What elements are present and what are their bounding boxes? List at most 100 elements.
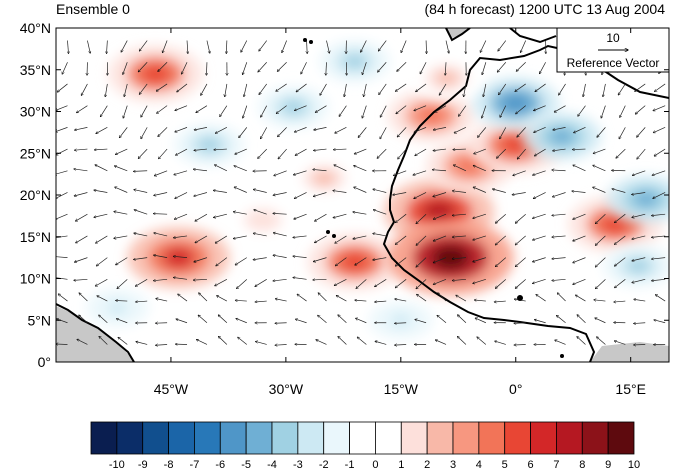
wind-vector: [74, 257, 88, 263]
wind-vector: [632, 257, 646, 261]
wind-vector: [483, 83, 487, 97]
anomaly-field: [85, 39, 669, 340]
wind-vector: [74, 169, 88, 172]
wind-vector: [653, 105, 666, 111]
anomaly-blob: [85, 288, 150, 327]
anomaly-blob: [173, 123, 245, 167]
wind-vector: [315, 105, 327, 113]
wind-vector: [276, 105, 287, 114]
wind-vector: [74, 149, 88, 150]
wind-vector: [494, 301, 506, 302]
wind-vector: [516, 61, 526, 71]
colorbar-label: -2: [319, 459, 329, 471]
wind-vector: [314, 127, 327, 130]
lat-tick-label: 35°N: [20, 62, 51, 78]
wind-vector: [94, 213, 108, 217]
wind-vector: [114, 212, 128, 215]
colorbar-swatch: [194, 421, 221, 455]
wind-vector: [433, 213, 447, 219]
wind-vector: [652, 170, 666, 176]
wind-vector: [495, 257, 507, 267]
lat-tick-label: 40°N: [20, 20, 51, 36]
wind-vector: [114, 235, 128, 238]
wind-vector: [632, 170, 646, 176]
wind-vector: [500, 127, 507, 138]
wind-vector: [458, 105, 467, 117]
wind-vector: [244, 83, 248, 97]
wind-vector: [255, 279, 267, 286]
wind-vector: [635, 83, 646, 92]
wind-vector: [206, 62, 207, 75]
wind-vector: [619, 127, 626, 138]
wind-vector: [395, 323, 407, 324]
wind-vector: [133, 171, 148, 172]
wind-vector: [253, 257, 267, 260]
wind-vector: [652, 278, 666, 280]
wind-vector: [594, 300, 606, 301]
wind-vector: [435, 105, 447, 113]
colorbar-swatch: [426, 421, 454, 455]
wind-vector: [632, 235, 646, 239]
wind-vector: [273, 278, 287, 281]
wind-vector: [514, 323, 526, 324]
wind-vector: [162, 40, 168, 53]
wind-vector: [495, 213, 507, 223]
wind-vector: [275, 323, 287, 324]
wind-vector: [552, 214, 566, 215]
wind-vector: [515, 235, 526, 245]
wind-vector: [654, 148, 666, 156]
wind-vector: [380, 105, 387, 118]
wind-vector: [377, 148, 387, 158]
wind-vector: [634, 299, 646, 302]
wind-vector: [533, 213, 546, 218]
wind-vector: [652, 235, 666, 237]
wind-vector: [535, 83, 546, 92]
wind-vector: [243, 62, 248, 74]
wind-vector: [238, 337, 248, 345]
wind-vector: [475, 318, 487, 324]
wind-vector: [215, 127, 228, 133]
wind-vector: [99, 315, 108, 324]
anomaly-blob: [127, 226, 230, 289]
wind-vector: [141, 105, 148, 117]
wind-vector: [335, 257, 347, 266]
wind-vector: [615, 235, 626, 244]
wind-vector: [482, 105, 487, 118]
wind-vector: [416, 279, 427, 288]
wind-vector: [333, 149, 347, 150]
wind-vector: [297, 294, 307, 302]
wind-vector: [273, 213, 287, 214]
wind-vector: [95, 165, 108, 172]
wind-vector: [134, 190, 148, 193]
wind-vector: [293, 170, 307, 175]
wind-vector: [378, 40, 387, 51]
lon-tick-label: 15°W: [384, 381, 419, 397]
wind-vector: [175, 105, 188, 111]
wind-vector: [354, 148, 367, 154]
wind-vector: [338, 336, 347, 345]
wind-vector: [473, 235, 486, 240]
colorbar-swatch: [142, 421, 169, 455]
wind-vector: [595, 318, 606, 324]
wind-vector: [433, 257, 447, 263]
wind-vector: [497, 148, 507, 158]
wind-vector: [499, 83, 507, 95]
land-africa-south: [590, 342, 669, 362]
land-europe: [446, 28, 470, 38]
wind-vector: [415, 319, 427, 324]
island-markers: [303, 38, 564, 358]
wind-vector: [533, 257, 546, 262]
wind-vector: [533, 170, 546, 175]
wind-vector: [96, 235, 108, 243]
wind-vector: [56, 192, 68, 198]
wind-vector: [114, 166, 128, 172]
wind-vector: [313, 257, 327, 262]
wind-vector: [573, 165, 586, 172]
wind-vector: [395, 83, 407, 91]
wind-vector: [653, 192, 666, 198]
wind-vector: [554, 105, 566, 112]
wind-vector: [326, 40, 329, 54]
wind-vector: [457, 315, 467, 324]
wind-vector: [278, 148, 287, 159]
wind-vector: [535, 148, 546, 156]
